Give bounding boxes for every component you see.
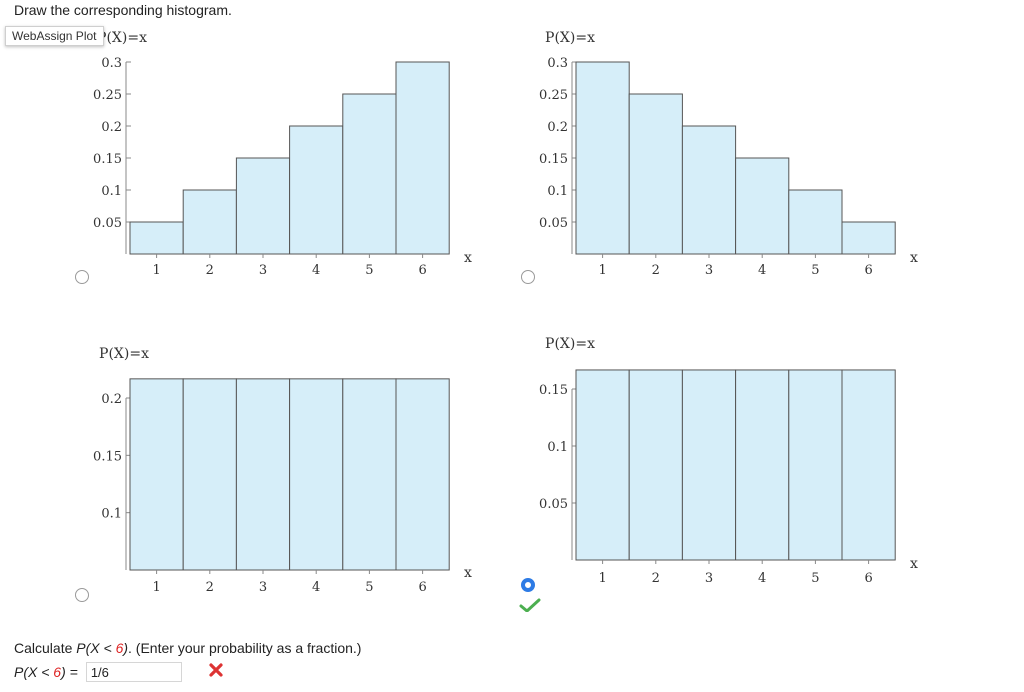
chart-2-bar bbox=[681, 125, 737, 255]
chart-4-y-axis-title: P(X)=x bbox=[545, 336, 595, 352]
chart-4-x-axis-title: x bbox=[910, 556, 918, 572]
option-radio-1[interactable] bbox=[75, 270, 89, 284]
chart-4-bar bbox=[788, 369, 843, 561]
chart-3-bar bbox=[129, 378, 184, 571]
chart-3-y-tick-label: 0.2 bbox=[101, 392, 122, 407]
chart-4-x-tick-label: 5 bbox=[811, 571, 819, 586]
chart-3-bar bbox=[235, 378, 291, 571]
chart-2-y-tick-label: 0.2 bbox=[547, 120, 568, 135]
chart-2-x-axis-title: x bbox=[910, 250, 918, 266]
chart-2-x-tick-label: 1 bbox=[598, 263, 606, 278]
chart-4-y-tick-label: 0.05 bbox=[539, 497, 568, 512]
chart-1-x-axis-title: x bbox=[464, 250, 472, 266]
chart-4-x-tick-label: 2 bbox=[652, 571, 660, 586]
chart-2-y-tick-label: 0.1 bbox=[547, 184, 568, 199]
chart-2-x-tick-label: 4 bbox=[758, 263, 766, 278]
chart-2-bar bbox=[575, 61, 630, 255]
chart-1-x-tick-label: 4 bbox=[312, 263, 320, 278]
chart-1-x-tick-label: 1 bbox=[152, 263, 160, 278]
chart-2-y-tick-label: 0.3 bbox=[547, 56, 568, 71]
chart-3-x-tick-label: 6 bbox=[418, 580, 426, 595]
chart-4-bar bbox=[735, 369, 790, 561]
chart-3-y-tick-label: 0.15 bbox=[93, 449, 122, 464]
chart-1-y-tick-label: 0.1 bbox=[101, 184, 122, 199]
chart-1-y-tick-label: 0.3 bbox=[101, 56, 122, 71]
chart-1-y-tick-label: 0.25 bbox=[93, 88, 122, 103]
chart-2-bar bbox=[628, 93, 683, 255]
chart-4-y-tick-label: 0.1 bbox=[547, 440, 568, 455]
chart-1-y-tick-label: 0.2 bbox=[101, 120, 122, 135]
chart-4-x-tick-label: 1 bbox=[598, 571, 606, 586]
chart-1-x-tick-label: 6 bbox=[418, 263, 426, 278]
chart-1-y-tick-label: 0.15 bbox=[93, 152, 122, 167]
chart-1-x-tick-label: 2 bbox=[206, 263, 214, 278]
chart-3-x-axis-title: x bbox=[464, 565, 472, 581]
chart-2-bar bbox=[841, 221, 896, 255]
chart-1-bar bbox=[342, 93, 397, 255]
chart-4-bar bbox=[575, 369, 630, 561]
option-radio-2[interactable] bbox=[521, 270, 535, 284]
chart-3-y-axis-title: P(X)=x bbox=[99, 346, 149, 362]
chart-4-x-tick-label: 4 bbox=[758, 571, 766, 586]
chart-1-bar bbox=[182, 189, 237, 255]
chart-2-y-tick-label: 0.05 bbox=[539, 216, 568, 231]
chart-2-y-tick-label: 0.25 bbox=[539, 88, 568, 103]
chart-4-bar bbox=[681, 369, 737, 561]
chart-3-bar bbox=[395, 378, 450, 571]
chart-2-x-tick-label: 2 bbox=[652, 263, 660, 278]
answer-row: P(X < 6) = bbox=[14, 662, 182, 682]
probability-answer-input[interactable] bbox=[85, 662, 182, 682]
chart-2-bar bbox=[735, 157, 790, 255]
chart-3-bar bbox=[182, 378, 237, 571]
chart-3-x-tick-label: 4 bbox=[312, 580, 320, 595]
chart-4-x-tick-label: 6 bbox=[864, 571, 872, 586]
option-radio-3[interactable] bbox=[75, 588, 89, 602]
chart-4-y-tick-label: 0.15 bbox=[539, 383, 568, 398]
chart-2-y-axis-title: P(X)=x bbox=[545, 30, 595, 46]
chart-3-bar bbox=[289, 378, 344, 571]
chart-4-x-tick-label: 3 bbox=[705, 571, 713, 586]
chart-3-x-tick-label: 1 bbox=[152, 580, 160, 595]
chart-1-y-tick-label: 0.05 bbox=[93, 216, 122, 231]
chart-4-bar bbox=[841, 369, 896, 561]
calculate-question: Calculate P(X < 6). (Enter your probabil… bbox=[14, 640, 362, 656]
chart-3-x-tick-label: 3 bbox=[259, 580, 267, 595]
chart-3-x-tick-label: 2 bbox=[206, 580, 214, 595]
chart-1-bar bbox=[289, 125, 344, 255]
chart-3-x-tick-label: 5 bbox=[365, 580, 373, 595]
x-mark-icon bbox=[209, 663, 223, 677]
chart-2-y-tick-label: 0.15 bbox=[539, 152, 568, 167]
chart-2-bar bbox=[788, 189, 843, 255]
check-mark-icon bbox=[519, 598, 541, 612]
chart-1-x-tick-label: 5 bbox=[365, 263, 373, 278]
chart-2-x-tick-label: 5 bbox=[811, 263, 819, 278]
chart-2-x-tick-label: 6 bbox=[864, 263, 872, 278]
plot-tooltip: WebAssign Plot bbox=[5, 26, 104, 46]
chart-1-bar bbox=[129, 221, 184, 255]
chart-3-bar bbox=[342, 378, 397, 571]
chart-3-y-tick-label: 0.1 bbox=[101, 507, 122, 522]
question-prompt: Draw the corresponding histogram. bbox=[14, 2, 232, 18]
chart-1-x-tick-label: 3 bbox=[259, 263, 267, 278]
chart-2-x-tick-label: 3 bbox=[705, 263, 713, 278]
option-radio-4[interactable] bbox=[521, 578, 535, 592]
chart-1-bar bbox=[235, 157, 291, 255]
chart-1-y-axis-title: P(X)=x bbox=[97, 30, 147, 46]
chart-1-bar bbox=[395, 61, 450, 255]
chart-4-bar bbox=[628, 369, 683, 561]
